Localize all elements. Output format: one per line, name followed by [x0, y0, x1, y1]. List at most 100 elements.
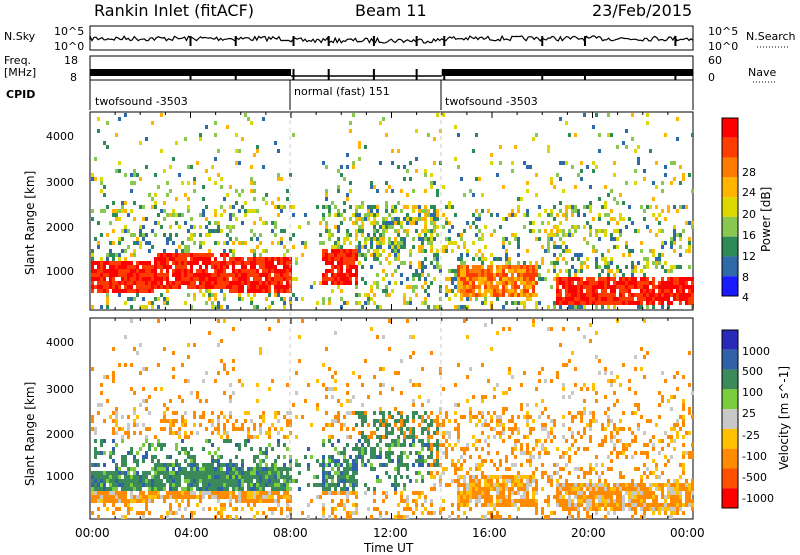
heat-cell — [262, 459, 265, 463]
heat-cell — [154, 471, 157, 475]
heat-cell — [346, 479, 349, 483]
heat-cell — [565, 301, 568, 305]
heat-cell — [601, 439, 604, 443]
heat-cell — [346, 467, 349, 471]
heat-cell — [424, 289, 427, 293]
heat-cell — [130, 173, 133, 177]
heat-cell — [184, 265, 187, 269]
heat-cell — [607, 503, 610, 507]
heat-cell — [460, 261, 463, 265]
heat-cell — [154, 495, 157, 499]
heat-cell — [442, 245, 445, 249]
heat-cell — [190, 487, 193, 491]
heat-cell — [397, 443, 400, 447]
heat-cell — [361, 201, 364, 205]
heat-cell — [184, 423, 187, 427]
heat-cell — [229, 439, 232, 443]
heat-cell — [355, 205, 358, 209]
heat-cell — [583, 113, 586, 117]
heat-cell — [406, 435, 409, 439]
heat-cell — [484, 499, 487, 503]
heat-cell — [466, 293, 469, 297]
heat-cell — [94, 269, 97, 273]
heat-cell — [487, 487, 490, 491]
heat-cell — [256, 491, 259, 495]
heat-cell — [142, 455, 145, 459]
heat-cell — [97, 241, 100, 245]
heat-cell — [130, 475, 133, 479]
heat-cell — [619, 281, 622, 285]
heat-cell — [496, 419, 499, 423]
heat-cell — [262, 265, 265, 269]
heat-cell — [673, 233, 676, 237]
heat-cell — [280, 467, 283, 471]
heat-cell — [646, 301, 649, 305]
heat-cell — [166, 491, 169, 495]
heat-cell — [286, 479, 289, 483]
heat-cell — [241, 289, 244, 293]
heat-cell — [592, 467, 595, 471]
heat-cell — [193, 241, 196, 245]
heat-cell — [256, 145, 259, 149]
heat-cell — [331, 443, 334, 447]
heat-cell — [337, 169, 340, 173]
heat-cell — [589, 467, 592, 471]
heat-cell — [616, 285, 619, 289]
heat-cell — [562, 451, 565, 455]
heat-cell — [154, 233, 157, 237]
heat-cell — [247, 495, 250, 499]
heat-cell — [322, 475, 325, 479]
heat-cell — [217, 499, 220, 503]
heat-cell — [553, 423, 556, 427]
heat-cell — [262, 491, 265, 495]
heat-cell — [502, 487, 505, 491]
heat-cell — [397, 463, 400, 467]
heat-cell — [517, 277, 520, 281]
nave-band-2 — [442, 69, 693, 76]
heat-cell — [226, 463, 229, 467]
heat-cell — [202, 471, 205, 475]
heat-cell — [451, 249, 454, 253]
heat-cell — [496, 289, 499, 293]
heat-cell — [253, 289, 256, 293]
heat-cell — [121, 269, 124, 273]
heat-cell — [286, 197, 289, 201]
heat-cell — [262, 117, 265, 121]
heat-cell — [463, 241, 466, 245]
heat-cell — [274, 475, 277, 479]
heat-cell — [331, 253, 334, 257]
heat-cell — [649, 301, 652, 305]
heat-cell — [151, 487, 154, 491]
heat-cell — [223, 439, 226, 443]
heat-cell — [286, 189, 289, 193]
heat-cell — [526, 503, 529, 507]
heat-cell — [448, 277, 451, 281]
heat-cell — [100, 475, 103, 479]
heat-cell — [571, 213, 574, 217]
heat-cell — [502, 495, 505, 499]
heat-cell — [610, 209, 613, 213]
heat-cell — [676, 233, 679, 237]
heat-cell — [184, 419, 187, 423]
heat-cell — [256, 209, 259, 213]
heat-cell — [580, 293, 583, 297]
heat-cell — [613, 273, 616, 277]
heat-cell — [163, 265, 166, 269]
heat-cell — [469, 415, 472, 419]
heat-cell — [502, 391, 505, 395]
heat-cell — [460, 265, 463, 269]
heat-cell — [625, 241, 628, 245]
heat-cell — [157, 273, 160, 277]
heat-cell — [133, 289, 136, 293]
heat-cell — [103, 265, 106, 269]
heat-cell — [175, 499, 178, 503]
heat-cell — [184, 495, 187, 499]
heat-cell — [259, 451, 262, 455]
heat-cell — [475, 483, 478, 487]
heat-cell — [586, 499, 589, 503]
heat-cell — [472, 269, 475, 273]
heat-cell — [376, 249, 379, 253]
heat-cell — [217, 149, 220, 153]
heat-cell — [610, 383, 613, 387]
heat-cell — [430, 217, 433, 221]
